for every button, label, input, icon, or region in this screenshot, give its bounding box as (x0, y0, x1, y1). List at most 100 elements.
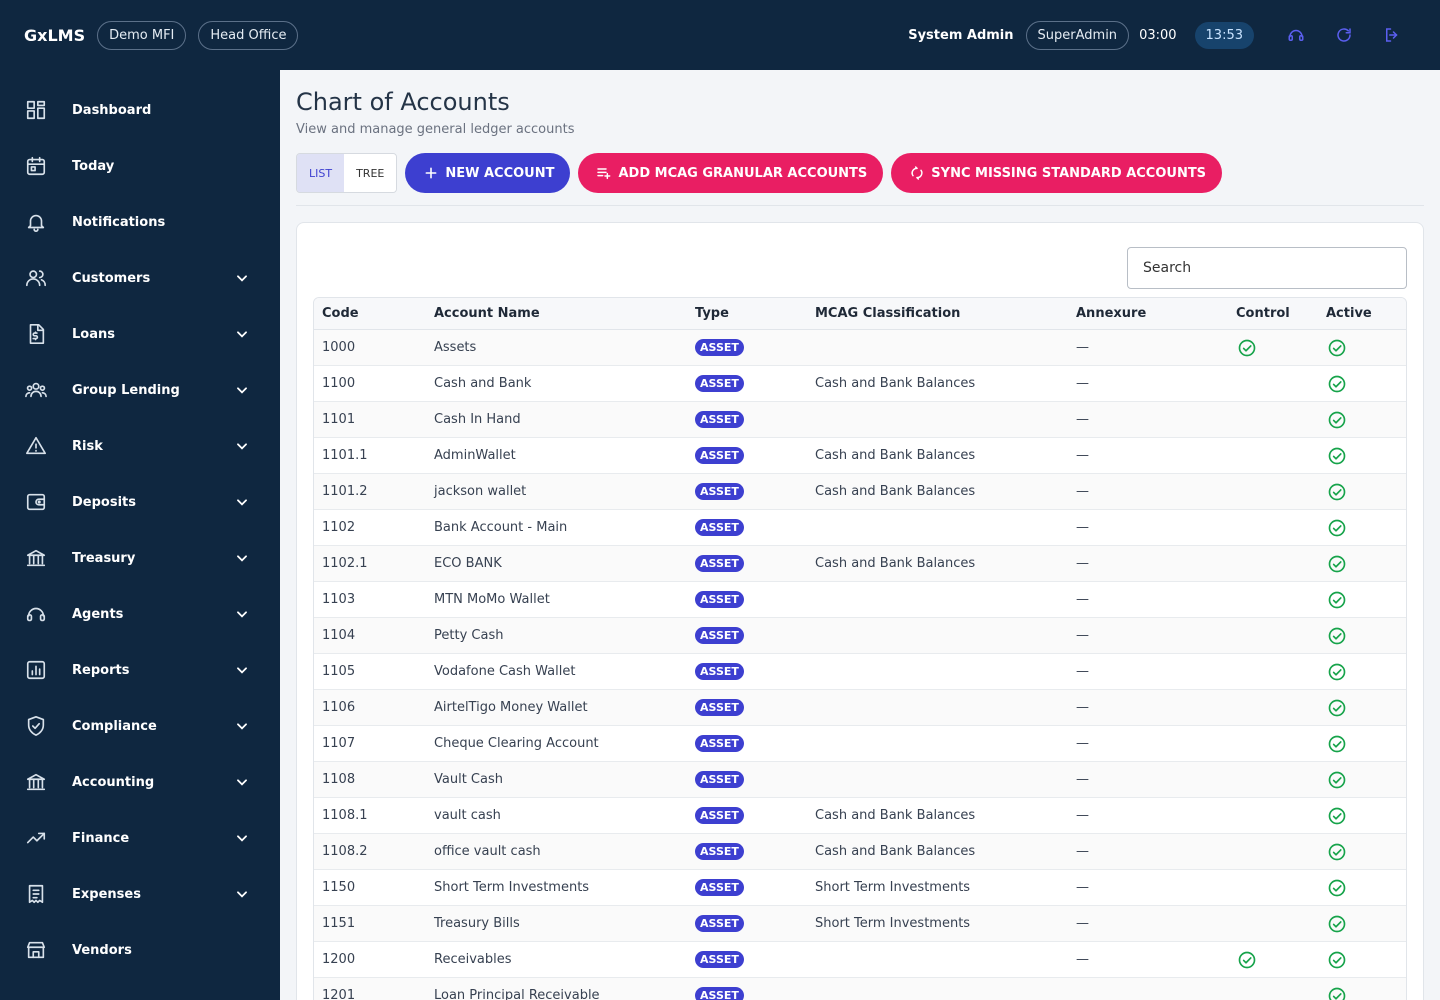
table-row[interactable]: 1106 AirtelTigo Money Wallet ASSET — (314, 690, 1406, 726)
refresh-button[interactable] (1320, 18, 1368, 52)
type-badge: ASSET (695, 807, 744, 824)
table-row[interactable]: 1102.1 ECO BANK ASSET Cash and Bank Balance… (314, 546, 1406, 582)
branch-selector[interactable]: Head Office (198, 20, 299, 50)
cell-active (1326, 626, 1396, 646)
sidebar-item-dashboard[interactable]: Dashboard (0, 82, 280, 138)
table-row[interactable]: 1108.2 office vault cash ASSET Cash and Ban… (314, 834, 1406, 870)
chevron-down-icon[interactable] (232, 548, 252, 568)
list-view-button[interactable]: LIST (297, 154, 345, 192)
cell-code: 1101.2 (322, 484, 368, 499)
table-row[interactable]: 1101 Cash In Hand ASSET — (314, 402, 1406, 438)
chevron-down-icon[interactable] (232, 604, 252, 624)
cell-type: ASSET (695, 807, 815, 824)
org-selector[interactable]: Demo MFI (97, 20, 187, 50)
sidebar-item-loans[interactable]: Loans (0, 306, 280, 362)
table-row[interactable]: 1108 Vault Cash ASSET — (314, 762, 1406, 798)
type-badge: ASSET (695, 987, 744, 1000)
sync-missing-accounts-button[interactable]: SYNC MISSING STANDARD ACCOUNTS (891, 153, 1223, 193)
cell-account-name: AirtelTigo Money Wallet (434, 700, 588, 715)
table-row[interactable]: 1201 Loan Principal Receivable ASSET (314, 978, 1406, 1000)
check-circle-icon (1327, 626, 1347, 646)
cell-mcag: Cash and Bank Balances (815, 484, 976, 499)
sidebar-item-vendors[interactable]: Vendors (0, 922, 280, 978)
cell-active (1326, 986, 1396, 1000)
users-icon (24, 266, 48, 290)
sidebar-item-label: Treasury (72, 550, 136, 566)
cell-account-name: MTN MoMo Wallet (434, 592, 550, 607)
sidebar-item-risk[interactable]: Risk (0, 418, 280, 474)
chevron-down-icon[interactable] (232, 492, 252, 512)
sidebar-item-accounting[interactable]: Accounting (0, 754, 280, 810)
column-header-account-name[interactable]: Account Name (434, 306, 540, 321)
table-row[interactable]: 1200 Receivables ASSET — (314, 942, 1406, 978)
table-row[interactable]: 1100 Cash and Bank ASSET Cash and Bank Bala… (314, 366, 1406, 402)
logout-icon (1386, 28, 1398, 42)
sidebar-item-deposits[interactable]: Deposits (0, 474, 280, 530)
table-row[interactable]: 1105 Vodafone Cash Wallet ASSET — (314, 654, 1406, 690)
chevron-down-icon[interactable] (232, 660, 252, 680)
bank-icon (24, 770, 48, 794)
page-title: Chart of Accounts (296, 88, 510, 116)
table-row[interactable]: 1000 Assets ASSET — (314, 330, 1406, 366)
calendar-icon (24, 154, 48, 178)
check-circle-icon (1327, 698, 1347, 718)
cell-annexure: — (1076, 484, 1089, 499)
column-header-control[interactable]: Control (1236, 306, 1290, 321)
sidebar-item-finance[interactable]: Finance (0, 810, 280, 866)
table-body: 1000 Assets ASSET — 1100 Cash and Bank ASSET Ca… (314, 330, 1406, 1000)
chevron-down-icon[interactable] (232, 828, 252, 848)
cell-annexure: — (1076, 736, 1089, 751)
sidebar-item-agents[interactable]: Agents (0, 586, 280, 642)
table-row[interactable]: 1150 Short Term Investments ASSET Short Ter… (314, 870, 1406, 906)
cell-code: 1102.1 (322, 556, 368, 571)
table-row[interactable]: 1104 Petty Cash ASSET — (314, 618, 1406, 654)
column-header-code[interactable]: Code (322, 306, 359, 321)
table-row[interactable]: 1102 Bank Account - Main ASSET — (314, 510, 1406, 546)
tree-view-button[interactable]: TREE (344, 154, 397, 192)
chevron-down-icon[interactable] (232, 268, 252, 288)
add-mcag-accounts-button[interactable]: ADD MCAG GRANULAR ACCOUNTS (578, 153, 884, 193)
sidebar-item-reports[interactable]: Reports (0, 642, 280, 698)
type-badge: ASSET (695, 879, 744, 896)
sidebar-item-compliance[interactable]: Compliance (0, 698, 280, 754)
column-header-active[interactable]: Active (1326, 306, 1372, 321)
sidebar-item-group-lending[interactable]: Group Lending (0, 362, 280, 418)
sidebar-item-expenses[interactable]: Expenses (0, 866, 280, 922)
column-header-mcag[interactable]: MCAG Classification (815, 306, 961, 321)
table-row[interactable]: 1151 Treasury Bills ASSET Short Term Invest… (314, 906, 1406, 942)
brand-logo[interactable]: GxLMS (24, 25, 86, 45)
table-row[interactable]: 1108.1 vault cash ASSET Cash and Bank Balan… (314, 798, 1406, 834)
cell-mcag: Cash and Bank Balances (815, 808, 976, 823)
cell-account-name: Assets (434, 340, 477, 355)
search-input[interactable] (1127, 247, 1407, 289)
column-header-annexure[interactable]: Annexure (1076, 306, 1147, 321)
sidebar-item-notifications[interactable]: Notifications (0, 194, 280, 250)
cell-code: 1000 (322, 340, 356, 355)
chevron-down-icon[interactable] (232, 884, 252, 904)
top-bar: GxLMS Demo MFI Head Office System Admin … (0, 0, 1440, 70)
table-row[interactable]: 1103 MTN MoMo Wallet ASSET — (314, 582, 1406, 618)
cell-type: ASSET (695, 483, 815, 500)
chevron-down-icon[interactable] (232, 716, 252, 736)
logout-button[interactable] (1368, 18, 1416, 52)
warning-icon (24, 434, 48, 458)
sidebar-item-label: Risk (72, 438, 103, 454)
table-row[interactable]: 1107 Cheque Clearing Account ASSET — (314, 726, 1406, 762)
dashboard-icon (24, 98, 48, 122)
sidebar-item-label: Customers (72, 270, 151, 286)
sidebar-item-customers[interactable]: Customers (0, 250, 280, 306)
table-row[interactable]: 1101.2 jackson wallet ASSET Cash and Bank B… (314, 474, 1406, 510)
chevron-down-icon[interactable] (232, 324, 252, 344)
check-circle-icon (1327, 842, 1347, 862)
sidebar-item-label: Agents (72, 606, 124, 622)
table-row[interactable]: 1101.1 AdminWallet ASSET Cash and Bank Bala… (314, 438, 1406, 474)
cell-annexure: — (1076, 376, 1089, 391)
chevron-down-icon[interactable] (232, 436, 252, 456)
chevron-down-icon[interactable] (232, 380, 252, 400)
sidebar-item-today[interactable]: Today (0, 138, 280, 194)
new-account-button[interactable]: NEW ACCOUNT (405, 153, 571, 193)
sidebar-item-treasury[interactable]: Treasury (0, 530, 280, 586)
column-header-type[interactable]: Type (695, 306, 729, 321)
support-button[interactable] (1272, 18, 1320, 52)
chevron-down-icon[interactable] (232, 772, 252, 792)
